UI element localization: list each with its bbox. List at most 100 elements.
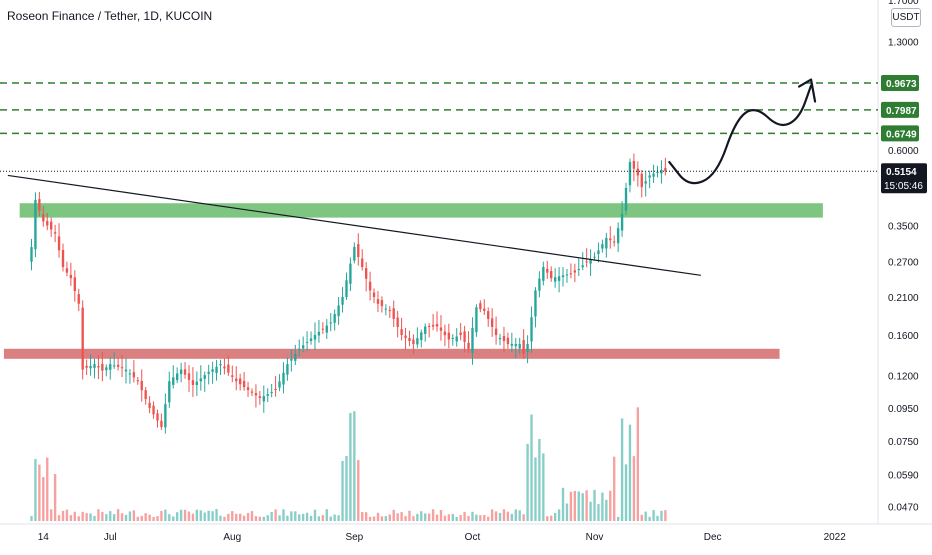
volume-bar: [467, 515, 470, 521]
lines-layer: [0, 78, 878, 276]
volume-bar: [510, 513, 514, 521]
volume-bar: [577, 491, 580, 521]
volume-bar: [364, 512, 368, 521]
volume-bar: [640, 514, 643, 521]
candle-body: [199, 378, 202, 382]
candle-body: [483, 308, 486, 311]
candle-body: [112, 365, 116, 367]
volume-bar: [73, 511, 76, 521]
candle-body: [50, 221, 53, 230]
candle-body: [53, 232, 57, 234]
candle-body: [152, 405, 155, 415]
volume-bar: [246, 512, 250, 521]
candle-body: [219, 364, 222, 366]
candle-body: [290, 358, 293, 361]
volume-bar: [601, 492, 604, 521]
candle-body: [471, 328, 474, 353]
volume-layer: [30, 407, 667, 521]
volume-bar: [132, 510, 136, 521]
candle-body: [73, 277, 76, 291]
candle-body: [97, 366, 100, 368]
candle-body: [313, 335, 317, 340]
candle-body: [270, 392, 273, 394]
candle-body: [168, 381, 171, 403]
countdown-label: 15:05:46: [884, 181, 923, 192]
candle-body: [557, 276, 561, 281]
candle-body: [569, 273, 573, 275]
candle-body: [451, 337, 454, 339]
volume-bar: [337, 515, 340, 521]
volume-bar: [112, 514, 116, 521]
y-tick-label: 0.0470: [888, 503, 919, 514]
candle-body: [577, 268, 580, 270]
volume-bar: [427, 513, 431, 521]
volume-bar: [616, 516, 620, 521]
candle-body: [89, 365, 92, 369]
volume-bar: [325, 509, 328, 521]
candle-body: [396, 317, 399, 327]
candle-body: [652, 173, 655, 177]
candle-body: [301, 345, 305, 349]
candle-body: [81, 307, 84, 370]
volume-bar: [195, 509, 199, 521]
volume-bar: [262, 516, 265, 521]
candle-body: [42, 214, 45, 222]
candle-body: [156, 413, 159, 421]
candle-body: [116, 364, 120, 367]
volume-bar: [424, 513, 427, 521]
candle-body: [376, 299, 380, 304]
candle-body: [412, 339, 415, 345]
volume-bar: [109, 511, 112, 521]
candle-body: [479, 303, 482, 310]
volume-bar: [459, 515, 462, 521]
candle-body: [506, 337, 510, 345]
price-level-badge: [881, 125, 919, 142]
candle-body: [494, 328, 498, 336]
volume-bar: [506, 511, 510, 521]
volume-bar: [168, 514, 171, 521]
volume-bar: [227, 513, 230, 521]
candle-body: [140, 380, 143, 391]
volume-bar: [242, 515, 246, 521]
volume-bar: [321, 515, 325, 521]
candle-body: [510, 344, 514, 346]
y-tick-label: 1.7000: [888, 0, 919, 7]
candle-body: [514, 344, 517, 347]
volume-bar: [479, 515, 482, 521]
candle-body: [65, 268, 69, 273]
volume-bar: [199, 510, 202, 521]
volume-bar: [648, 516, 651, 521]
volume-bar: [34, 459, 37, 521]
volume-bar: [550, 515, 553, 521]
candle-body: [616, 228, 620, 244]
candle-body: [424, 326, 427, 334]
candle-body: [372, 292, 376, 298]
volume-bar: [89, 513, 92, 521]
candle-body: [179, 369, 183, 374]
y-tick-label: 0.1600: [888, 331, 919, 342]
candle-body: [34, 199, 37, 250]
candle-body: [609, 238, 612, 241]
candle-body: [475, 307, 478, 333]
candle-body: [380, 300, 384, 307]
volume-bar: [613, 456, 616, 521]
volume-bar: [278, 515, 281, 521]
volume-bar: [357, 460, 360, 521]
candle-body: [364, 268, 368, 279]
candle-body: [601, 244, 604, 249]
candle-body: [262, 396, 265, 402]
candle-body: [132, 372, 136, 378]
price-level-badge: [881, 101, 919, 118]
currency-unit-badge[interactable]: USDT: [891, 8, 921, 27]
candle-body: [136, 380, 139, 382]
volume-bar: [569, 491, 573, 521]
volume-bar: [140, 515, 143, 521]
volume-bar: [294, 511, 297, 521]
volume-bar: [463, 511, 466, 521]
volume-bar: [652, 510, 655, 521]
candle-body: [550, 271, 553, 279]
volume-bar: [518, 510, 521, 521]
volume-bar: [105, 514, 108, 521]
x-tick-label: 14: [38, 532, 50, 543]
